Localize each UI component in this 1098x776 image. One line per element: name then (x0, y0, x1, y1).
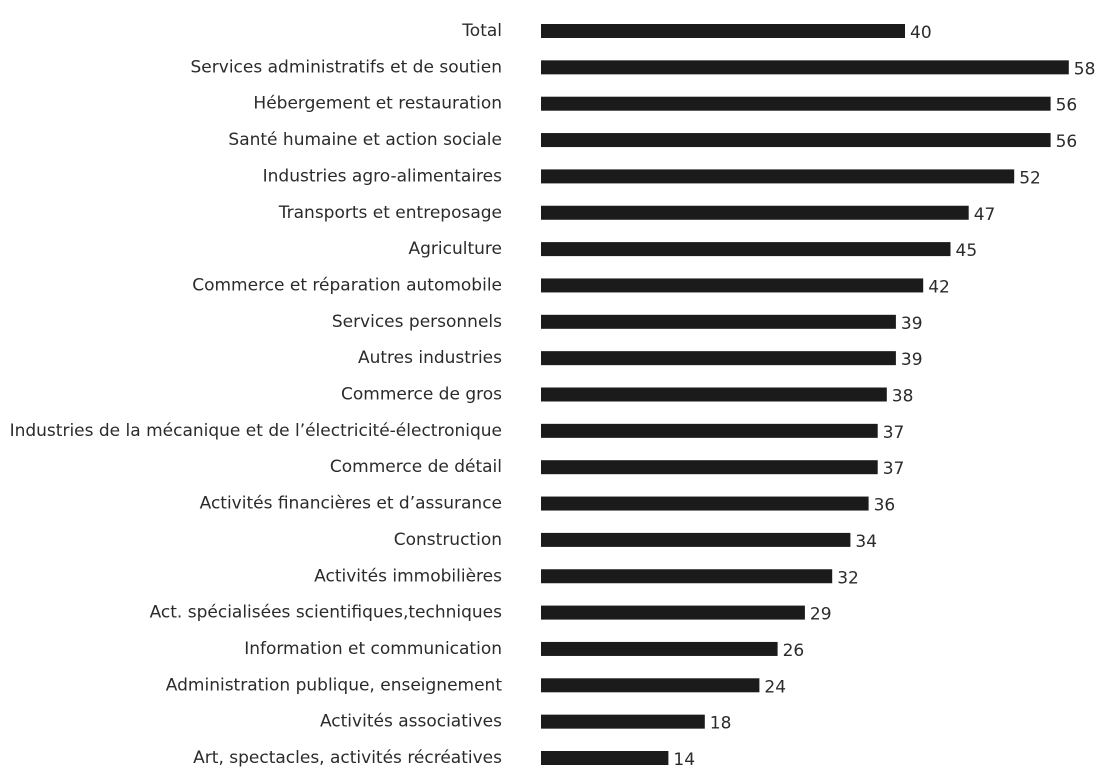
category-label: Services personnels (332, 312, 502, 332)
category-label: Act. spécialisées scientifiques,techniqu… (150, 603, 503, 623)
category-label: Transports et entreposage (278, 203, 502, 223)
bar (541, 351, 896, 366)
category-label: Santé humaine et action sociale (228, 130, 502, 150)
bar (541, 678, 760, 693)
value-label: 32 (837, 568, 859, 588)
value-label: 26 (783, 641, 805, 661)
value-label: 56 (1056, 96, 1078, 116)
bar (541, 96, 1051, 111)
bar (541, 569, 833, 584)
bar (541, 605, 805, 620)
value-label: 56 (1056, 132, 1078, 152)
category-label: Information et communication (244, 639, 502, 659)
category-label: Autres industries (358, 348, 502, 368)
value-label: 14 (673, 750, 695, 770)
category-label: Commerce de détail (330, 457, 502, 477)
bar (541, 496, 869, 511)
bar (541, 205, 969, 220)
value-label: 34 (855, 532, 877, 552)
value-label: 52 (1019, 168, 1041, 188)
bar (541, 387, 887, 402)
category-label: Services administratifs et de soutien (191, 57, 502, 77)
bar (541, 532, 851, 547)
bar (541, 460, 878, 475)
bar (541, 242, 951, 257)
bar (541, 169, 1015, 184)
value-label: 58 (1074, 59, 1096, 79)
category-label: Activités immobilières (314, 566, 502, 586)
category-label: Commerce et réparation automobile (192, 275, 502, 295)
value-label: 37 (883, 459, 905, 479)
value-label: 18 (710, 714, 732, 734)
bar (541, 24, 905, 38)
value-label: 40 (910, 23, 932, 43)
bar (541, 641, 778, 656)
category-label: Administration publique, enseignement (166, 675, 503, 695)
bar (541, 133, 1051, 148)
bar (541, 423, 878, 438)
category-label: Activités associatives (320, 712, 502, 732)
category-label: Commerce de gros (341, 385, 502, 405)
category-label: Industries agro-alimentaires (263, 166, 503, 186)
category-label: Construction (394, 530, 502, 550)
value-label: 42 (928, 277, 950, 297)
value-label: 24 (764, 677, 786, 697)
value-label: 45 (956, 241, 978, 261)
bar (541, 314, 896, 329)
category-label: Hébergement et restauration (253, 94, 502, 114)
value-label: 37 (883, 423, 905, 443)
value-label: 38 (892, 387, 914, 407)
category-label: Total (461, 21, 502, 41)
value-label: 29 (810, 605, 832, 625)
value-label: 39 (901, 350, 923, 370)
bar (541, 751, 669, 765)
value-label: 47 (974, 205, 996, 225)
category-label: Industries de la mécanique et de l’élect… (10, 421, 502, 441)
category-label: Art, spectacles, activités récréatives (193, 748, 502, 768)
bar (541, 60, 1069, 75)
value-label: 39 (901, 314, 923, 334)
bar (541, 714, 705, 729)
value-label: 36 (874, 496, 896, 516)
bar (541, 278, 924, 293)
category-label: Activités financières et d’assurance (200, 494, 502, 514)
category-label: Agriculture (409, 239, 503, 259)
